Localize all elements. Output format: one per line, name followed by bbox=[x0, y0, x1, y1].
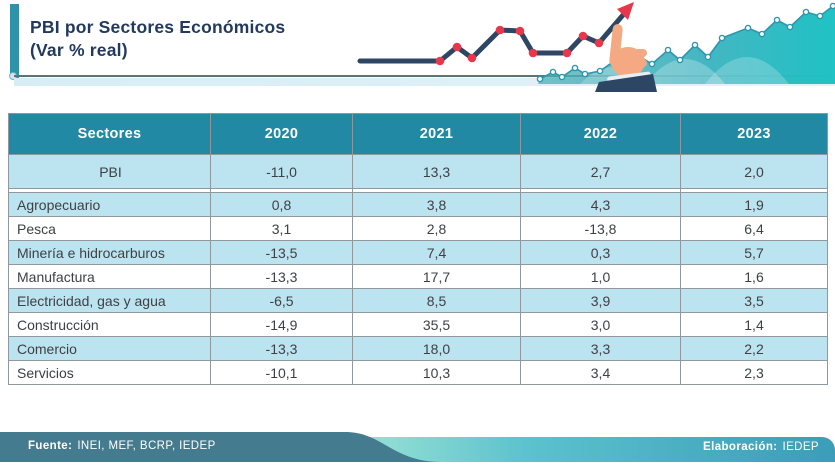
table-cell: 3,9 bbox=[520, 288, 681, 313]
table-cell: 3,4 bbox=[520, 360, 681, 385]
table-row: Construcción -14,9 35,5 3,0 1,4 bbox=[8, 312, 828, 337]
table-cell: -11,0 bbox=[210, 154, 353, 189]
row-label: Manufactura bbox=[8, 264, 211, 289]
table-cell: -13,3 bbox=[210, 264, 353, 289]
table-cell: 3,0 bbox=[520, 312, 681, 337]
table-cell: 13,3 bbox=[352, 154, 521, 189]
row-label: Minería e hidrocarburos bbox=[8, 240, 211, 265]
source-label: Fuente: bbox=[28, 440, 73, 452]
elaboration-value: IEDEP bbox=[782, 441, 819, 453]
table-cell: 2,3 bbox=[680, 360, 828, 385]
row-label: Electricidad, gas y agua bbox=[8, 288, 211, 313]
table-row-pbi: PBI -11,0 13,3 2,7 2,0 bbox=[8, 154, 828, 189]
row-label: Servicios bbox=[8, 360, 211, 385]
table-cell: 2,0 bbox=[680, 154, 828, 189]
column-header-sectores: Sectores bbox=[8, 113, 211, 155]
table-cell: 8,5 bbox=[352, 288, 521, 313]
table-cell: -13,5 bbox=[210, 240, 353, 265]
row-label: Agropecuario bbox=[8, 192, 211, 217]
pointing-hand-icon bbox=[595, 24, 657, 92]
table-row: Agropecuario 0,8 3,8 4,3 1,9 bbox=[8, 192, 828, 217]
column-header-2023: 2023 bbox=[680, 113, 828, 155]
table-row: Manufactura -13,3 17,7 1,0 1,6 bbox=[8, 264, 828, 289]
table-cell: 1,9 bbox=[680, 192, 828, 217]
table-cell: -13,8 bbox=[520, 216, 681, 241]
table-cell: 3,5 bbox=[680, 288, 828, 313]
table-cell: 3,1 bbox=[210, 216, 353, 241]
table-header-row: Sectores 2020 2021 2022 2023 bbox=[8, 113, 828, 155]
table-cell: 0,3 bbox=[520, 240, 681, 265]
header-strip bbox=[14, 78, 835, 86]
table-cell: 2,2 bbox=[680, 336, 828, 361]
table-cell: 1,4 bbox=[680, 312, 828, 337]
table-cell: 17,7 bbox=[352, 264, 521, 289]
source-text: Fuente: INEI, MEF, BCRP, IEDEP bbox=[28, 440, 216, 452]
table-cell: 18,0 bbox=[352, 336, 521, 361]
table-cell: 4,3 bbox=[520, 192, 681, 217]
table-cell: 3,8 bbox=[352, 192, 521, 217]
table-cell: -14,9 bbox=[210, 312, 353, 337]
table-cell: -6,5 bbox=[210, 288, 353, 313]
table-cell: 1,6 bbox=[680, 264, 828, 289]
page-title-line1: PBI por Sectores Económicos bbox=[30, 17, 286, 37]
table-cell: 2,7 bbox=[520, 154, 681, 189]
elaboration-label: Elaboración: bbox=[703, 441, 778, 453]
header-rule bbox=[14, 75, 835, 77]
row-label: PBI bbox=[8, 154, 211, 189]
elaboration-text: Elaboración: IEDEP bbox=[703, 441, 819, 453]
table-row: Electricidad, gas y agua -6,5 8,5 3,9 3,… bbox=[8, 288, 828, 313]
table-cell: 0,8 bbox=[210, 192, 353, 217]
title-accent-bar bbox=[10, 4, 19, 78]
row-label: Comercio bbox=[8, 336, 211, 361]
table-cell: 35,5 bbox=[352, 312, 521, 337]
area-chart-icon bbox=[536, 2, 835, 84]
table-cell: 7,4 bbox=[352, 240, 521, 265]
table-cell: 1,0 bbox=[520, 264, 681, 289]
table-cell: 5,7 bbox=[680, 240, 828, 265]
column-header-2020: 2020 bbox=[210, 113, 353, 155]
table-row: Servicios -10,1 10,3 3,4 2,3 bbox=[8, 360, 828, 385]
source-value: INEI, MEF, BCRP, IEDEP bbox=[77, 440, 216, 452]
table-cell: 6,4 bbox=[680, 216, 828, 241]
pbi-sectors-table: Sectores 2020 2021 2022 2023 PBI -11,0 1… bbox=[8, 113, 828, 385]
arrow-up-icon bbox=[617, 2, 634, 20]
column-header-2022: 2022 bbox=[520, 113, 681, 155]
table-row: Comercio -13,3 18,0 3,3 2,2 bbox=[8, 336, 828, 361]
table-cell: -13,3 bbox=[210, 336, 353, 361]
page-title: PBI por Sectores Económicos (Var % real) bbox=[30, 16, 285, 62]
table-cell: 10,3 bbox=[352, 360, 521, 385]
column-header-2021: 2021 bbox=[352, 113, 521, 155]
growth-illustration bbox=[357, 2, 835, 92]
row-label: Construcción bbox=[8, 312, 211, 337]
table-cell: 2,8 bbox=[352, 216, 521, 241]
row-label: Pesca bbox=[8, 216, 211, 241]
table-cell: 3,3 bbox=[520, 336, 681, 361]
table-cell: -10,1 bbox=[210, 360, 353, 385]
line-chart-icon bbox=[357, 12, 626, 66]
footer-left-shape bbox=[0, 432, 442, 462]
page-title-line2: (Var % real) bbox=[30, 40, 128, 60]
table-row: Pesca 3,1 2,8 -13,8 6,4 bbox=[8, 216, 828, 241]
table-row: Minería e hidrocarburos -13,5 7,4 0,3 5,… bbox=[8, 240, 828, 265]
